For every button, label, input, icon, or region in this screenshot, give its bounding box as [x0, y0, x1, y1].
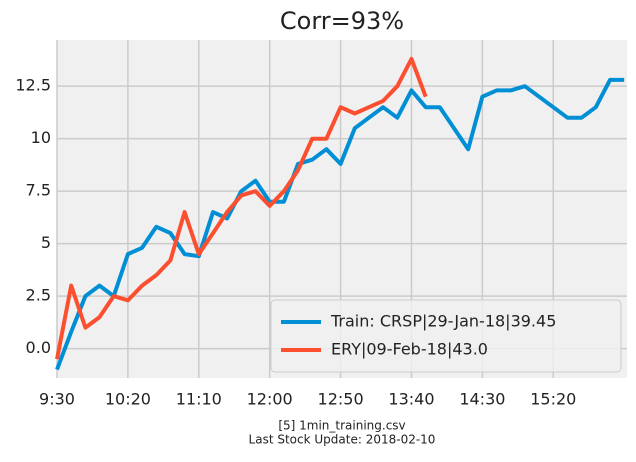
- x-tick-label: 9:30: [39, 390, 75, 409]
- y-tick-label: 2.5: [26, 286, 51, 305]
- legend-label: ERY|09-Feb-18|43.0: [331, 340, 488, 359]
- footer-text: Last Stock Update: 2018-02-10: [249, 433, 436, 447]
- footer-text: [5] 1min_training.csv: [278, 419, 405, 433]
- legend-box: [270, 299, 622, 373]
- x-tick-label: 15:20: [530, 390, 576, 409]
- x-tick-label: 14:30: [459, 390, 505, 409]
- y-tick-label: 5: [41, 233, 51, 252]
- y-tick-label: 10: [31, 128, 51, 147]
- line-series: [55, 56, 428, 360]
- x-tick-label: 12:00: [247, 390, 293, 409]
- x-tick-label: 13:40: [388, 390, 434, 409]
- y-tick-label: 12.5: [15, 76, 51, 95]
- x-tick-label: 10:20: [105, 390, 151, 409]
- chart-title: Corr=93%: [280, 7, 404, 35]
- y-tick-label: 0.0: [26, 338, 51, 357]
- legend-label: Train: CRSP|29-Jan-18|39.45: [330, 312, 556, 331]
- x-tick-label: 11:10: [176, 390, 222, 409]
- y-tick-label: 7.5: [26, 181, 51, 200]
- line-series: [55, 77, 625, 371]
- x-tick-label: 12:50: [318, 390, 364, 409]
